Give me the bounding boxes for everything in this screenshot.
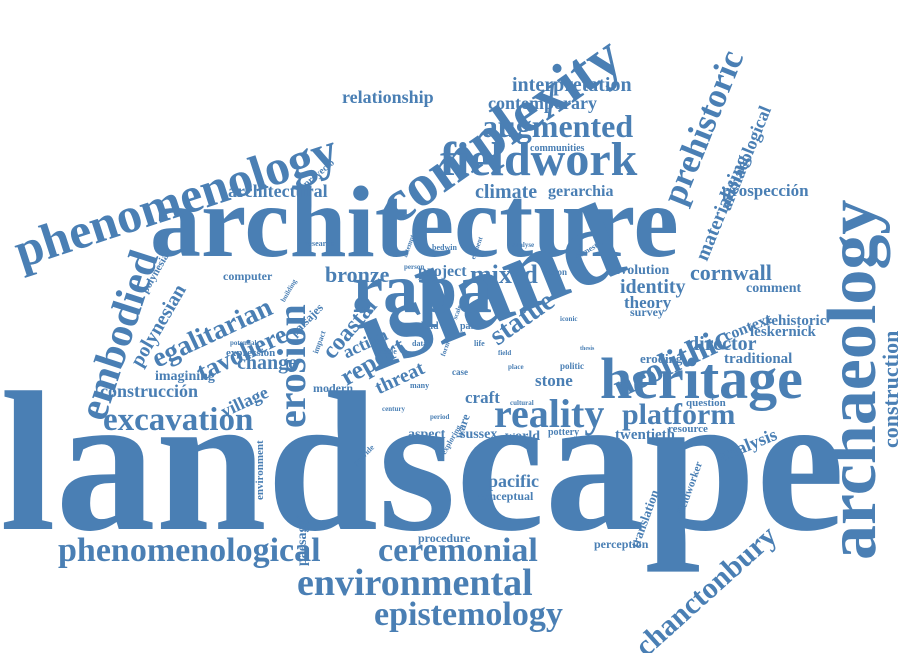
- cloud-word: director: [688, 333, 757, 355]
- cloud-word: change: [237, 352, 297, 374]
- cloud-word: twentieth: [615, 427, 675, 443]
- cloud-word: period: [430, 413, 450, 421]
- cloud-word: thesis: [580, 346, 595, 352]
- cloud-word: dead: [418, 321, 439, 332]
- cloud-word: century: [382, 405, 405, 413]
- cloud-word: stone: [535, 371, 573, 390]
- cloud-word: conceptual: [478, 489, 534, 503]
- cloud-word: analyse: [512, 241, 535, 249]
- cloud-word: place: [508, 363, 524, 371]
- cloud-word: environmental: [297, 562, 533, 604]
- cloud-word: phenomenological: [58, 532, 321, 569]
- cloud-word: bedwin: [432, 243, 457, 252]
- cloud-word: data: [412, 339, 428, 348]
- cloud-word: epistemology: [374, 596, 563, 633]
- cloud-word: construcción: [100, 381, 198, 401]
- cloud-word: past: [460, 321, 478, 332]
- cloud-word: question: [686, 397, 726, 409]
- cloud-word: many: [410, 381, 430, 390]
- cloud-word: research: [305, 239, 335, 248]
- cloud-word: wiston: [542, 267, 568, 277]
- cloud-word: imagining: [155, 369, 215, 384]
- cloud-word: survey: [630, 305, 664, 319]
- cloud-word: gerarchia: [548, 183, 614, 200]
- cloud-word: comment: [746, 281, 802, 296]
- cloud-word: world: [505, 429, 540, 444]
- cloud-word: climate: [475, 181, 538, 203]
- cloud-word: leskernick: [750, 324, 816, 340]
- cloud-word: person: [404, 263, 425, 271]
- cloud-word: resource: [668, 423, 708, 435]
- cloud-word: communities: [530, 143, 585, 154]
- cloud-word: relationship: [342, 87, 434, 107]
- cloud-word: project: [418, 263, 467, 280]
- cloud-word: evolution: [614, 263, 670, 278]
- cloud-word: paesaggi: [295, 514, 310, 566]
- cloud-word: potential: [230, 339, 257, 347]
- cloud-word: computer: [223, 269, 273, 283]
- cloud-word: architecture: [150, 166, 679, 279]
- cloud-word: aspect: [408, 427, 446, 442]
- cloud-word: identity: [620, 276, 686, 298]
- cloud-word: excavation: [103, 402, 254, 438]
- cloud-word: rapa: [352, 251, 492, 328]
- cloud-word: landscape: [0, 352, 845, 573]
- cloud-word: prospección: [722, 181, 809, 200]
- cloud-word: architectural: [228, 181, 328, 201]
- cloud-word: expression: [226, 347, 276, 359]
- cloud-word: craft: [465, 388, 500, 407]
- cloud-word: heritage: [600, 346, 803, 411]
- cloud-word: contemporary: [488, 93, 597, 113]
- cloud-word: article: [375, 347, 397, 356]
- cloud-word: bronze: [325, 262, 390, 287]
- cloud-word: mixed: [470, 260, 538, 289]
- cloud-word: sussex: [460, 427, 498, 442]
- cloud-word: pottery: [548, 427, 580, 438]
- cloud-word: iconic: [560, 315, 578, 323]
- cloud-word: theory: [624, 293, 672, 312]
- cloud-word: perception: [594, 537, 649, 551]
- cloud-word: ceremonial: [378, 532, 538, 569]
- cloud-word: pacific: [488, 471, 539, 491]
- cloud-word: life: [474, 339, 485, 348]
- cloud-word: modern: [313, 381, 353, 395]
- cloud-word: fieldwork: [440, 133, 638, 186]
- cloud-word: platform: [622, 398, 736, 431]
- cloud-word: cornwall: [690, 260, 772, 285]
- cloud-word: environment: [254, 440, 266, 500]
- cloud-word: traditional: [724, 351, 793, 367]
- cloud-word: eroding: [640, 351, 683, 366]
- cloud-word: reality: [494, 391, 605, 436]
- cloud-word: interpretation: [512, 74, 632, 96]
- cloud-word: building: [279, 277, 299, 304]
- cloud-word: construction: [878, 330, 900, 448]
- cloud-word: field: [498, 349, 512, 357]
- cloud-word: augmented: [482, 108, 634, 144]
- cloud-word: cultural: [510, 399, 534, 407]
- cloud-word: procedure: [418, 531, 471, 545]
- cloud-word: rehistoric: [765, 313, 827, 329]
- cloud-word: case: [452, 367, 468, 377]
- cloud-word: politic: [560, 361, 584, 371]
